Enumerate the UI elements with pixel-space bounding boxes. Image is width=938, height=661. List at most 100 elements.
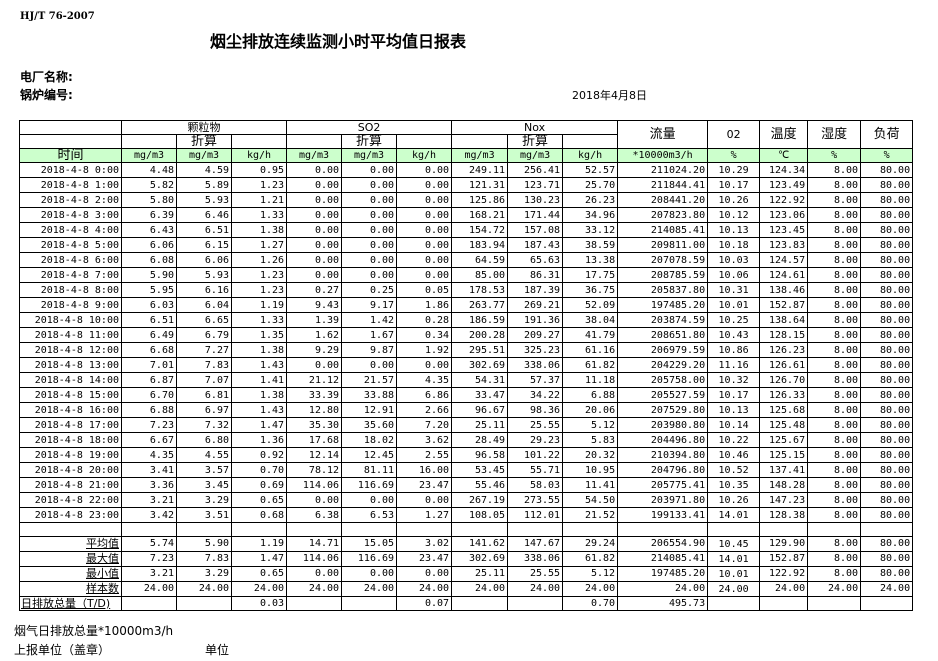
- table-cell: 0.00: [341, 222, 398, 238]
- table-cell: 191.36: [507, 312, 564, 328]
- table-cell: 80.00: [860, 372, 914, 388]
- table-cell: [121, 595, 177, 611]
- table-cell: 116.69: [341, 550, 398, 567]
- row-label: 2018-4-8 1:00: [19, 177, 122, 193]
- table-cell: [759, 595, 809, 611]
- table-row: 2018-4-8 17:00 7.23 7.32 1.47 35.30 35.60 7.20…: [19, 417, 914, 433]
- table-cell: 8.00: [807, 507, 862, 523]
- table-cell: 26.23: [562, 192, 619, 208]
- table-cell: 6.97: [176, 402, 232, 418]
- table-cell: 273.55: [507, 492, 564, 508]
- header-unit: mg/m3: [121, 148, 177, 163]
- table-cell: 15.05: [341, 535, 398, 552]
- table-cell: 9.17: [341, 297, 398, 313]
- table-cell: 197485.20: [617, 565, 709, 582]
- table-cell: 205775.41: [617, 477, 709, 493]
- table-cell: 197485.20: [617, 297, 709, 313]
- table-cell: 1.38: [230, 387, 288, 403]
- table-cell: 6.70: [121, 387, 177, 403]
- table-row: 2018-4-8 9:00 6.03 6.04 1.19 9.43 9.17 1.86 263…: [19, 297, 914, 313]
- table-cell: 86.31: [507, 267, 564, 283]
- plant-name-label: 电厂名称:: [20, 70, 73, 84]
- table-cell: 80.00: [860, 297, 914, 313]
- row-label: 2018-4-8 12:00: [19, 342, 122, 358]
- table-cell: 10.26: [707, 492, 761, 508]
- table-cell: 112.01: [507, 507, 564, 523]
- header-so2: SO2: [286, 120, 453, 135]
- table-cell: 81.11: [341, 462, 398, 478]
- table-cell: 8.00: [807, 207, 862, 223]
- table-cell: 80.00: [860, 507, 914, 523]
- table-cell: 10.01: [707, 565, 761, 582]
- table-cell: 0.00: [396, 192, 453, 208]
- table-cell: [286, 595, 343, 611]
- table-cell: 54.31: [451, 372, 509, 388]
- table-cell: 6.06: [176, 252, 232, 268]
- table-cell: 14.01: [707, 507, 761, 523]
- table-cell: 1.47: [230, 550, 288, 567]
- table-cell: 0.00: [396, 492, 453, 508]
- header-unit: ℃: [759, 148, 809, 163]
- table-cell: 24.00: [617, 580, 709, 597]
- table-body: 2018-4-8 0:00 4.48 4.59 0.95 0.00 0.00 0.00 249…: [19, 162, 914, 611]
- table-cell: 205837.80: [617, 282, 709, 298]
- table-cell: 203874.59: [617, 312, 709, 328]
- table-cell: 0.00: [341, 267, 398, 283]
- table-cell: 3.62: [396, 432, 453, 448]
- table-cell: 124.34: [759, 162, 809, 178]
- header-load: 负荷: [860, 120, 914, 149]
- table-cell: 3.57: [176, 462, 232, 478]
- table-cell: 7.20: [396, 417, 453, 433]
- header-o2: 02: [707, 120, 761, 149]
- table-cell: 10.32: [707, 372, 761, 388]
- table-cell: 0.00: [286, 565, 343, 582]
- table-cell: 29.23: [507, 432, 564, 448]
- table-cell: 8.00: [807, 402, 862, 418]
- table-cell: 1.36: [230, 432, 288, 448]
- table-cell: 0.05: [396, 282, 453, 298]
- table-cell: 34.96: [562, 207, 619, 223]
- table-cell: 6.79: [176, 327, 232, 343]
- header-converted: 折算: [341, 134, 398, 149]
- table-cell: 10.43: [707, 327, 761, 343]
- header-blank: [121, 134, 177, 149]
- table-cell: 10.13: [707, 222, 761, 238]
- table-cell: 0.00: [286, 192, 343, 208]
- table-cell: 80.00: [860, 252, 914, 268]
- table-cell: 85.00: [451, 267, 509, 283]
- table-cell: [121, 522, 177, 537]
- table-cell: 208785.59: [617, 267, 709, 283]
- table-cell: 6.49: [121, 327, 177, 343]
- table-cell: 6.86: [396, 387, 453, 403]
- table-cell: 1.23: [230, 267, 288, 283]
- table-cell: 23.47: [396, 477, 453, 493]
- table-cell: 8.00: [807, 327, 862, 343]
- table-cell: 10.31: [707, 282, 761, 298]
- table-cell: 80.00: [860, 550, 914, 567]
- table-cell: 126.23: [759, 342, 809, 358]
- table-cell: 8.00: [807, 222, 862, 238]
- table-cell: 0.65: [230, 492, 288, 508]
- table-row: 2018-4-8 22:00 3.21 3.29 0.65 0.00 0.00 0.00 26…: [19, 492, 914, 508]
- table-cell: 8.00: [807, 342, 862, 358]
- table-cell: 34.22: [507, 387, 564, 403]
- header-row-units: 时间 mg/m3 mg/m3 kg/h mg/m3 mg/m3 kg/h mg/m3 mg/m…: [19, 148, 914, 163]
- row-label: 样本数: [19, 580, 122, 597]
- table-cell: 20.06: [562, 402, 619, 418]
- table-cell: 6.87: [121, 372, 177, 388]
- table-cell: 1.92: [396, 342, 453, 358]
- table-cell: 0.28: [396, 312, 453, 328]
- table-cell: 61.82: [562, 357, 619, 373]
- table-cell: [507, 522, 564, 537]
- row-label: 2018-4-8 23:00: [19, 507, 122, 523]
- table-cell: 6.43: [121, 222, 177, 238]
- table-cell: 80.00: [860, 357, 914, 373]
- table-row: 2018-4-8 0:00 4.48 4.59 0.95 0.00 0.00 0.00 249…: [19, 162, 914, 178]
- table-cell: 52.57: [562, 162, 619, 178]
- table-cell: 24.00: [341, 580, 398, 597]
- table-cell: 7.23: [121, 550, 177, 567]
- table-cell: 138.46: [759, 282, 809, 298]
- table-cell: 80.00: [860, 282, 914, 298]
- table-cell: 7.27: [176, 342, 232, 358]
- table-cell: 4.55: [176, 447, 232, 463]
